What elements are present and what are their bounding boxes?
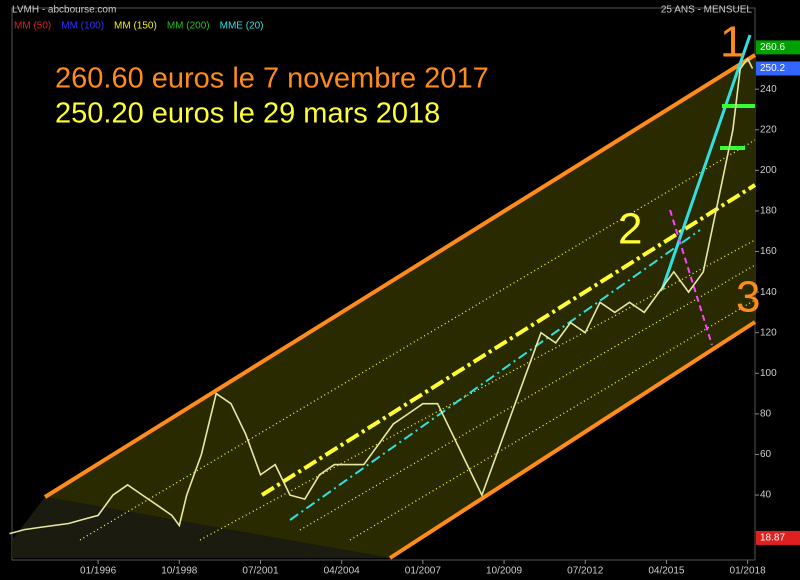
annotation: 3 [736, 273, 760, 322]
channel-fill [45, 55, 755, 558]
annotation: 1 [720, 18, 744, 67]
y-tick-label: 100 [760, 368, 777, 379]
legend-entry: MM (200) [167, 21, 210, 32]
x-tick-label: 10/1998 [161, 566, 198, 577]
y-tick-label: 60 [760, 449, 772, 460]
price-marker-label: 18.87 [760, 533, 785, 544]
price-marker-label: 250.2 [760, 63, 785, 74]
legend-entry: MME (20) [220, 21, 264, 32]
legend-entry: MM (150) [114, 21, 157, 32]
price-marker-label: 260.6 [760, 42, 785, 53]
y-tick-label: 160 [760, 246, 777, 257]
y-tick-label: 180 [760, 206, 777, 217]
y-tick-label: 220 [760, 124, 777, 135]
price-marker [756, 530, 800, 545]
x-tick-label: 07/2001 [242, 566, 279, 577]
y-tick-label: 240 [760, 84, 777, 95]
legend-entry: MM (50) [14, 21, 51, 32]
chart-title: LVMH - abcbourse.com [12, 5, 116, 16]
y-tick-label: 120 [760, 327, 777, 338]
annotation: 260.60 euros le 7 novembre 2017 [55, 63, 489, 95]
y-tick-label: 200 [760, 165, 777, 176]
annotation: 2 [618, 205, 642, 254]
legend-entry: MM (100) [61, 21, 104, 32]
x-tick-label: 01/1996 [80, 566, 117, 577]
channel-bottom [388, 320, 757, 560]
x-tick-label: 01/2007 [405, 566, 442, 577]
dotted-channels [79, 139, 756, 541]
x-tick-label: 10/2009 [486, 566, 523, 577]
y-tick-label: 140 [760, 287, 777, 298]
annotation: 250.20 euros le 29 mars 2018 [55, 98, 440, 130]
y-tick-label: 40 [760, 490, 772, 501]
pink-line [669, 209, 713, 346]
x-tick-label: 04/2004 [324, 566, 361, 577]
channel-shadow [12, 497, 390, 558]
support-line [289, 229, 701, 521]
trend-line [660, 34, 752, 291]
x-tick-label: 01/2018 [730, 566, 767, 577]
chart-subtitle: 25 ANS - MENSUEL [661, 5, 753, 16]
x-tick-label: 07/2012 [567, 566, 604, 577]
price-marker [756, 61, 800, 76]
x-tick-label: 04/2015 [648, 566, 685, 577]
channel-top [43, 53, 757, 499]
y-tick-label: 80 [760, 409, 772, 420]
price-marker [756, 40, 800, 55]
resistance-line [260, 183, 757, 497]
price-line [9, 57, 754, 535]
